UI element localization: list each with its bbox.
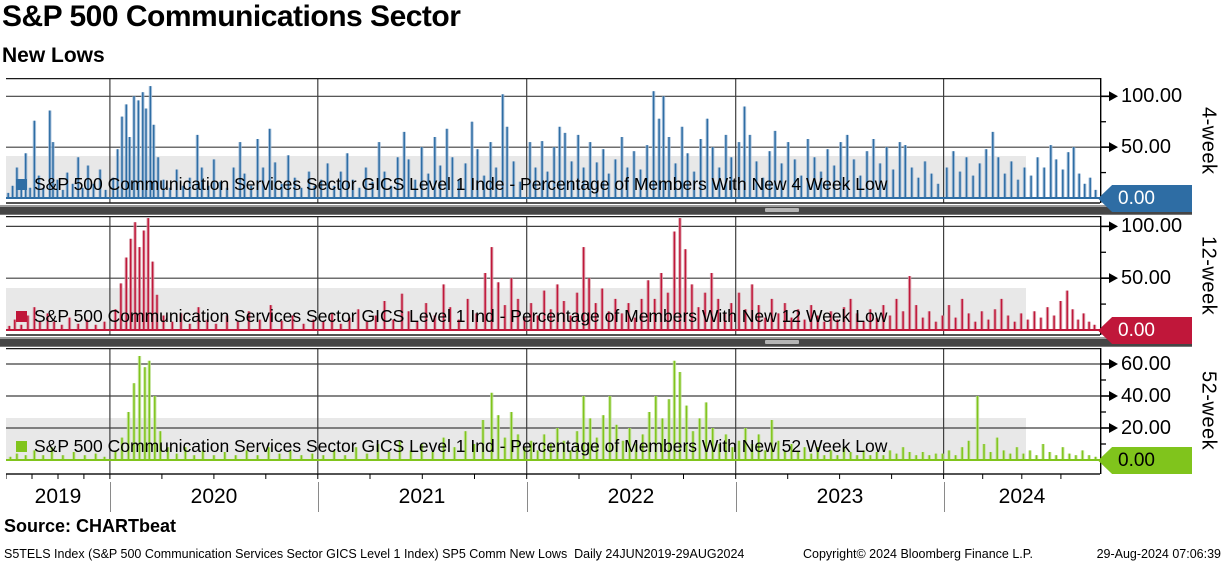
year-separator: [318, 482, 319, 512]
panel-separator: [0, 337, 1192, 347]
page-subtitle: New Lows: [2, 44, 105, 67]
footer-copyright: Copyright© 2024 Bloomberg Finance L.P.: [803, 547, 1033, 561]
legend-marker-icon: [16, 179, 27, 190]
y-axis-52-week: 60.00 40.00 20.00 0.00 52-week: [1098, 348, 1224, 480]
x-axis-year-label: 2020: [190, 485, 238, 508]
y-tick-label: 60.00: [1121, 353, 1172, 375]
legend-marker-icon: [16, 441, 27, 452]
x-axis: 2019 2020 2021 2022 2023 2024: [6, 482, 1100, 514]
panel-axis-title: 4-week: [1197, 106, 1220, 175]
plot-area-52-week[interactable]: [6, 348, 1100, 480]
series-spikes: [8, 218, 1096, 330]
y-tick-label: 20.00: [1121, 417, 1172, 439]
page-title: S&P 500 Communications Sector: [2, 0, 461, 33]
legend-band: [6, 418, 1026, 460]
tick-arrow-icon: [1109, 142, 1118, 153]
separator-drag-grip[interactable]: [765, 208, 799, 212]
x-axis-year-label: 2021: [398, 485, 446, 508]
last-value-tag: 0.00: [1098, 447, 1192, 474]
y-axis-ticks: [1100, 78, 1118, 203]
y-axis-ticks: [1100, 216, 1118, 335]
x-axis-year-label: 2024: [998, 485, 1046, 508]
source-label: Source: CHARTbeat: [4, 516, 177, 536]
legend-label: S&P 500 Communication Services Sector GI…: [34, 436, 888, 456]
footer-security-info: S5TELS Index (S&P 500 Communication Serv…: [4, 547, 745, 561]
tick-arrow-icon: [1109, 359, 1118, 369]
tick-arrow-icon: [1109, 273, 1118, 284]
x-axis-year-label: 2023: [816, 485, 864, 508]
y-tick-label: 40.00: [1121, 385, 1172, 407]
panel-axis-title: 52-week: [1197, 371, 1220, 451]
legend-12-week[interactable]: S&P 500 Communication Services Sector GI…: [16, 303, 887, 330]
plot-area-4-week[interactable]: [6, 78, 1100, 204]
separator-drag-grip[interactable]: [765, 340, 799, 344]
y-axis-4-week: 100.00 50.00 0.00 4-week: [1098, 78, 1224, 212]
last-value-tag: 0.00: [1098, 185, 1192, 212]
tick-arrow-icon: [1109, 423, 1118, 433]
year-separator: [944, 482, 945, 512]
legend-52-week[interactable]: S&P 500 Communication Services Sector GI…: [16, 433, 887, 460]
legend-label: S&P 500 Communication Services Sector GI…: [34, 174, 888, 194]
tick-arrow-icon: [1109, 221, 1118, 232]
last-value-tag: 0.00: [1098, 317, 1192, 344]
footer: S5TELS Index (S&P 500 Communication Serv…: [0, 547, 1224, 565]
year-separator: [110, 482, 111, 512]
y-tick-label: 100.00: [1121, 215, 1183, 238]
year-separator: [736, 482, 737, 512]
x-axis-year-label: 2022: [607, 485, 655, 508]
y-axis-12-week: 100.00 50.00 0.00 12-week: [1098, 215, 1224, 344]
legend-label: S&P 500 Communication Services Sector GI…: [34, 306, 888, 326]
y-tick-label: 50.00: [1121, 136, 1172, 159]
y-axis-ticks: [1100, 348, 1118, 474]
footer-timestamp: 29-Aug-2024 07:06:39: [1096, 547, 1221, 561]
y-tick-label: 50.00: [1121, 267, 1172, 290]
series-spikes: [7, 86, 1097, 198]
y-tick-label: 100.00: [1121, 85, 1183, 108]
panel-axis-title: 12-week: [1197, 235, 1220, 316]
plot-area-12-week[interactable]: [6, 216, 1100, 336]
tick-arrow-icon: [1109, 391, 1118, 401]
tick-arrow-icon: [1109, 91, 1118, 102]
x-axis-year-label: 2019: [34, 485, 82, 508]
legend-marker-icon: [16, 311, 27, 322]
legend-4-week[interactable]: S&P 500 Communication Services Sector GI…: [16, 171, 887, 198]
panel-separator: [0, 205, 1192, 215]
year-separator: [527, 482, 528, 512]
series-spikes: [9, 356, 1097, 460]
